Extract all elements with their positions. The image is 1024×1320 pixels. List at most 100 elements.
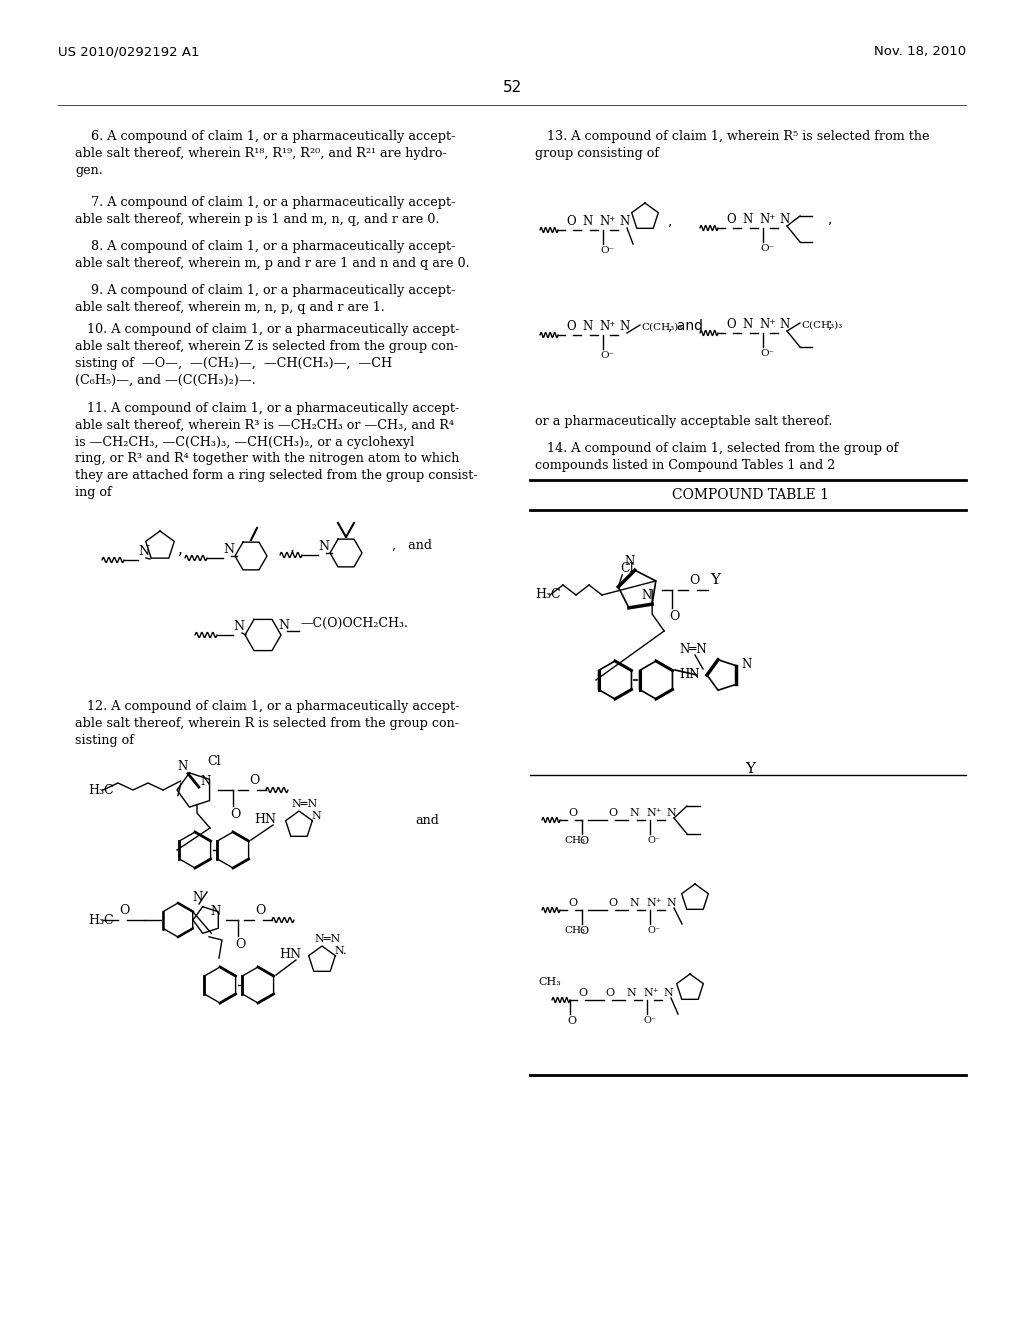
- Text: H₃C: H₃C: [535, 589, 560, 602]
- Text: HN: HN: [679, 668, 699, 681]
- Text: N: N: [779, 213, 790, 226]
- Text: O: O: [249, 774, 259, 787]
- Text: ,: ,: [828, 213, 833, 226]
- Text: N: N: [626, 987, 636, 998]
- Text: 52: 52: [503, 81, 521, 95]
- Text: O⁻: O⁻: [760, 348, 774, 358]
- Text: O: O: [579, 927, 588, 936]
- Text: ,: ,: [668, 214, 673, 228]
- Text: N: N: [625, 556, 635, 568]
- Text: 13. A compound of claim 1, wherein R⁵ is selected from the
group consisting of: 13. A compound of claim 1, wherein R⁵ is…: [535, 129, 930, 160]
- Text: US 2010/0292192 A1: US 2010/0292192 A1: [58, 45, 200, 58]
- Text: H₃C: H₃C: [88, 913, 114, 927]
- Text: N: N: [779, 318, 790, 331]
- Text: O: O: [608, 808, 617, 818]
- Text: —C(O)OCH₂CH₃.: —C(O)OCH₂CH₃.: [300, 616, 408, 630]
- Text: O: O: [230, 808, 241, 821]
- Text: 6. A compound of claim 1, or a pharmaceutically accept-
able salt thereof, where: 6. A compound of claim 1, or a pharmaceu…: [75, 129, 456, 177]
- Text: N: N: [318, 540, 329, 553]
- Text: N: N: [223, 543, 234, 556]
- Text: N═N: N═N: [679, 643, 707, 656]
- Text: HN: HN: [279, 948, 301, 961]
- Text: N: N: [663, 987, 673, 998]
- Text: O⁻: O⁻: [647, 836, 660, 845]
- Text: ,: ,: [178, 543, 183, 557]
- Text: N═N: N═N: [314, 935, 340, 944]
- Text: N: N: [193, 891, 203, 904]
- Text: C(CH₃)₃: C(CH₃)₃: [801, 321, 843, 330]
- Text: CH₃: CH₃: [564, 927, 585, 935]
- Text: and: and: [415, 813, 439, 826]
- Text: N: N: [666, 898, 676, 908]
- Text: N: N: [582, 215, 592, 228]
- Text: N⁺: N⁺: [599, 319, 615, 333]
- Text: N: N: [618, 215, 630, 228]
- Text: N.: N.: [334, 946, 346, 956]
- Text: O: O: [726, 318, 735, 331]
- Text: O⁻: O⁻: [644, 1016, 657, 1026]
- Text: N: N: [210, 906, 220, 917]
- Text: O: O: [567, 1016, 577, 1026]
- Text: 12. A compound of claim 1, or a pharmaceutically accept-
able salt thereof, wher: 12. A compound of claim 1, or a pharmace…: [75, 700, 460, 747]
- Text: N: N: [177, 760, 187, 772]
- Text: N: N: [742, 318, 753, 331]
- Text: CH₃: CH₃: [538, 977, 561, 987]
- Text: , and: , and: [668, 319, 703, 333]
- Text: O: O: [726, 213, 735, 226]
- Text: ,: ,: [290, 540, 295, 554]
- Text: Y: Y: [710, 573, 720, 587]
- Text: 9. A compound of claim 1, or a pharmaceutically accept-
able salt thereof, where: 9. A compound of claim 1, or a pharmaceu…: [75, 284, 456, 314]
- Text: N⁺: N⁺: [759, 213, 775, 226]
- Text: ;: ;: [828, 317, 833, 331]
- Text: N⁺: N⁺: [759, 318, 775, 331]
- Text: N: N: [278, 619, 289, 632]
- Text: O: O: [669, 610, 679, 623]
- Text: O: O: [689, 574, 699, 587]
- Text: N: N: [629, 808, 639, 818]
- Text: ,   and: , and: [392, 539, 432, 552]
- Text: Y: Y: [745, 762, 755, 776]
- Text: N⁺: N⁺: [599, 215, 615, 228]
- Text: O: O: [566, 319, 575, 333]
- Text: O: O: [605, 987, 614, 998]
- Text: N: N: [741, 657, 752, 671]
- Text: N: N: [311, 810, 321, 821]
- Text: N: N: [201, 775, 211, 788]
- Text: CH₃: CH₃: [564, 836, 585, 845]
- Text: Nov. 18, 2010: Nov. 18, 2010: [873, 45, 966, 58]
- Text: N: N: [666, 808, 676, 818]
- Text: Cl: Cl: [621, 562, 634, 576]
- Text: O: O: [566, 215, 575, 228]
- Text: N: N: [582, 319, 592, 333]
- Text: N: N: [629, 898, 639, 908]
- Text: COMPOUND TABLE 1: COMPOUND TABLE 1: [672, 488, 828, 502]
- Text: or a pharmaceutically acceptable salt thereof.: or a pharmaceutically acceptable salt th…: [535, 414, 833, 428]
- Text: Cl: Cl: [207, 755, 220, 768]
- Text: O: O: [255, 904, 265, 917]
- Text: O: O: [568, 898, 578, 908]
- Text: O: O: [608, 898, 617, 908]
- Text: N⁺: N⁺: [643, 987, 658, 998]
- Text: C(CH₃)₃: C(CH₃)₃: [641, 323, 682, 333]
- Text: N═N: N═N: [291, 799, 317, 809]
- Text: 10. A compound of claim 1, or a pharmaceutically accept-
able salt thereof, wher: 10. A compound of claim 1, or a pharmace…: [75, 323, 460, 387]
- Text: H₃C: H₃C: [88, 784, 114, 796]
- Text: HN: HN: [254, 813, 276, 826]
- Text: N: N: [742, 213, 753, 226]
- Text: 11. A compound of claim 1, or a pharmaceutically accept-
able salt thereof, wher: 11. A compound of claim 1, or a pharmace…: [75, 403, 477, 499]
- Text: O⁻: O⁻: [600, 351, 614, 360]
- Text: N⁺: N⁺: [646, 898, 662, 908]
- Text: O: O: [568, 808, 578, 818]
- Text: 8. A compound of claim 1, or a pharmaceutically accept-
able salt thereof, where: 8. A compound of claim 1, or a pharmaceu…: [75, 240, 470, 269]
- Text: N⁺: N⁺: [646, 808, 662, 818]
- Text: O⁻: O⁻: [760, 244, 774, 253]
- Text: N: N: [233, 620, 244, 634]
- Text: O: O: [579, 836, 588, 846]
- Text: N: N: [138, 545, 150, 558]
- Text: O: O: [234, 939, 246, 950]
- Text: N: N: [641, 589, 651, 602]
- Text: O: O: [119, 904, 129, 917]
- Text: 7. A compound of claim 1, or a pharmaceutically accept-
able salt thereof, where: 7. A compound of claim 1, or a pharmaceu…: [75, 195, 456, 226]
- Text: N: N: [618, 319, 630, 333]
- Text: O⁻: O⁻: [600, 246, 614, 255]
